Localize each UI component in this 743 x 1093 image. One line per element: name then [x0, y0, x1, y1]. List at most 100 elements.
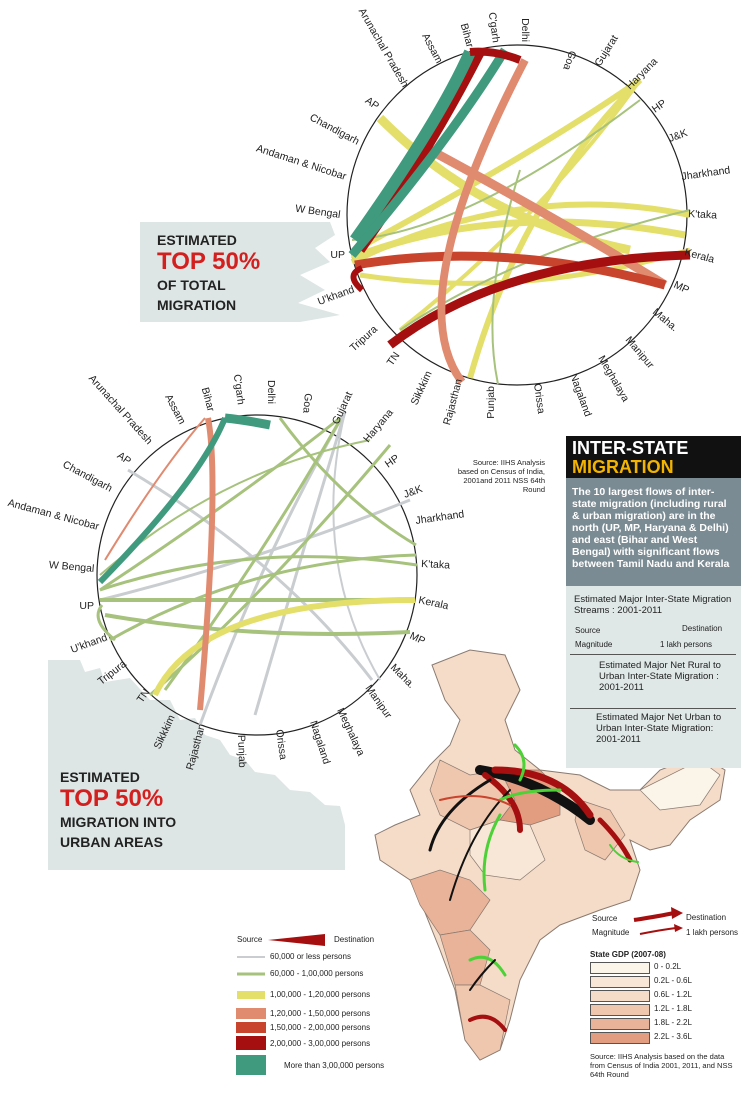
top-state-label: Chandigarh [308, 112, 362, 148]
top-state-label: Orissa [531, 383, 547, 415]
gdp-swatch [590, 1004, 650, 1016]
flow-destination-label: Destination [334, 935, 375, 944]
top-state-label: Gujarat [592, 33, 620, 69]
top-panel-title: ESTIMATED TOP 50% OF TOTAL MIGRATION [157, 232, 260, 315]
bottom-title-highlight: TOP 50% [60, 785, 164, 812]
gdp-swatch [590, 962, 650, 974]
bottom-state-label: Punjab [235, 735, 248, 768]
top-state-label: Bihar [458, 22, 476, 49]
info-body: The 10 largest flows of inter-state migr… [566, 478, 741, 586]
flow-item-label: 1,50,000 - 2,00,000 persons [270, 1023, 371, 1032]
bottom-state-label: Meghalaya [334, 706, 367, 758]
top-state-label: Tripura [348, 323, 381, 354]
flow-item-label: 1,20,000 - 1,50,000 persons [270, 1009, 371, 1018]
bottom-title-line1: ESTIMATED [60, 769, 140, 785]
gdp-legend: State GDP (2007-08) 0 - 0.2L 0.2L - 0.6L 0… [584, 948, 743, 1093]
top-chord-diagram: Arunachal Pradesh Assam Bihar C'garh Del… [255, 6, 731, 426]
top-title-panel [140, 222, 340, 322]
map-magnitude-value: 1 lakh persons [660, 640, 713, 649]
top-state-label: Delhi [519, 18, 531, 42]
bottom-state-label: UP [79, 600, 94, 612]
top-state-label: Andaman & Nicobar [255, 142, 349, 183]
bottom-state-label: Haryana [361, 407, 396, 445]
bottom-state-label: Orissa [273, 729, 289, 761]
bottom-state-label: Bihar [199, 386, 217, 413]
top-state-label: K'taka [688, 208, 718, 222]
bottom-state-label: K'taka [421, 558, 451, 572]
bottom-state-label: W Bengal [48, 559, 94, 575]
top-state-label: Goa [560, 49, 578, 72]
top-state-label: Haryana [624, 55, 661, 92]
gdp-label: 0 - 0.2L [654, 962, 682, 971]
top-title-highlight: TOP 50% [157, 248, 261, 275]
map-legend-box: Estimated Major Inter-State Migration St… [566, 586, 741, 768]
info-title-line2: MIGRATION [572, 457, 674, 477]
bottom-state-label: Jharkhand [415, 508, 465, 527]
bottom-state-label: Andaman & Nicobar [6, 497, 100, 533]
bottom-state-label: C'garh [231, 373, 247, 405]
top-state-label: Sikkkim [409, 369, 435, 407]
top-title-line1: ESTIMATED [157, 232, 237, 248]
map-magnitude-label: Magnitude [575, 640, 613, 649]
source-note: Source: IIHS Analysis based on Census of… [457, 458, 545, 494]
gdp-label: 1.2L - 1.8L [654, 1004, 692, 1013]
india-map [374, 649, 726, 1061]
top-state-label: Rajasthan [441, 378, 465, 427]
top-state-label: UP [330, 249, 345, 261]
bottom-title-panel [48, 660, 345, 870]
bottom-state-label: AP [115, 450, 133, 468]
bottom-state-label: Delhi [265, 380, 277, 404]
flow-item-label: 60,000 or less persons [270, 952, 351, 961]
bottom-state-label: J&K [402, 483, 424, 501]
bottom-state-label: HP [383, 452, 402, 470]
top-state-label: J&K [667, 127, 689, 145]
top-state-label: U'khand [316, 283, 356, 307]
bottom-state-label: Manipur [363, 683, 395, 721]
map-destination-label: Destination [682, 624, 723, 633]
top-state-label: Manipur [623, 334, 657, 371]
bottom-state-label: MP [408, 630, 427, 648]
info-header: INTER-STATE MIGRATION [566, 436, 741, 478]
gdp-swatch [590, 1032, 650, 1044]
bottom-state-label: Goa [300, 393, 314, 414]
bottom-title-line3: MIGRATION INTO [60, 814, 177, 830]
bottom-panel-title: ESTIMATED TOP 50% MIGRATION INTO URBAN A… [60, 768, 176, 852]
flow-item-label: 2,00,000 - 3,00,000 persons [270, 1039, 371, 1048]
gdp-label: 0.2L - 0.6L [654, 976, 692, 985]
bottom-state-label: Maha. [388, 662, 417, 691]
gdp-swatch [590, 1018, 650, 1030]
flow-item-label: More than 3,00,000 persons [284, 1061, 385, 1070]
gdp-swatch [590, 976, 650, 988]
gdp-source: Source: IIHS Analysis based on the data … [590, 1052, 733, 1079]
top-state-label: Maha. [650, 306, 680, 334]
urban-urban-label: Estimated Major Net Urban to Urban Inter… [596, 712, 722, 745]
top-state-label: AP [363, 95, 381, 113]
map-source-label: Source [575, 626, 601, 635]
gdp-title: State GDP (2007-08) [590, 950, 666, 959]
top-title-line4: MIGRATION [157, 297, 237, 313]
top-state-label: Jharkhand [681, 164, 731, 183]
gdp-label: 1.8L - 2.2L [654, 1018, 692, 1027]
top-state-label: Kerala [683, 246, 716, 265]
bottom-state-label: Assam [162, 392, 188, 426]
bottom-state-label: Kerala [417, 594, 449, 612]
bottom-state-label: Chandigarh [61, 459, 115, 495]
top-state-label: Assam [419, 31, 445, 65]
flow-source-label: Source [237, 935, 263, 944]
gdp-swatch [590, 990, 650, 1002]
top-state-label: Punjab [485, 386, 497, 419]
map2-magnitude-label: Magnitude [592, 928, 630, 937]
bottom-state-label: Arunachal Pradesh [86, 373, 155, 448]
top-state-label: Meghalaya [595, 354, 631, 405]
top-state-label: C'garh [486, 11, 502, 43]
rural-urban-label: Estimated Major Net Rural to Urban Inter… [599, 660, 721, 693]
top-title-line3: OF TOTAL [157, 277, 226, 293]
gdp-label: 0.6L - 1.2L [654, 990, 692, 999]
top-state-label: Arunachal Pradesh [356, 6, 411, 89]
info-title-line1: INTER-STATE [572, 438, 689, 458]
bottom-title-line4: URBAN AREAS [60, 834, 163, 850]
map2-destination-label: Destination [686, 913, 727, 922]
streams-title: Estimated Major Inter-State Migration St… [574, 594, 732, 616]
bottom-state-label: Nagaland [307, 719, 332, 766]
